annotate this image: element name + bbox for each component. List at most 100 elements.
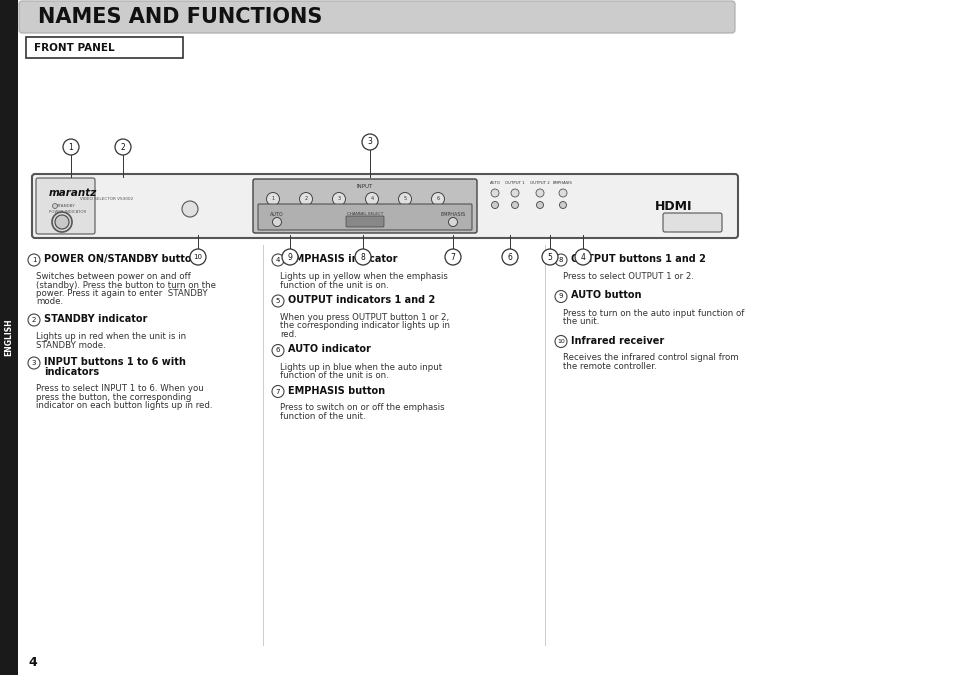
Text: 10: 10 [557,339,564,344]
Circle shape [398,192,411,205]
Circle shape [190,249,206,265]
Text: 5: 5 [547,252,552,261]
Circle shape [266,192,279,205]
Text: OUTPUT 1: OUTPUT 1 [504,181,524,185]
Text: 1: 1 [69,142,73,151]
Text: 3: 3 [337,196,340,202]
Text: 8: 8 [360,252,365,261]
Text: the remote controller.: the remote controller. [562,362,656,371]
Circle shape [501,249,517,265]
Text: 2: 2 [120,142,125,151]
Text: EMPHASIS button: EMPHASIS button [288,385,385,396]
Circle shape [575,249,590,265]
Text: 2: 2 [31,317,36,323]
Text: press the button, the corresponding: press the button, the corresponding [36,392,192,402]
Text: OUTPUT buttons 1 and 2: OUTPUT buttons 1 and 2 [571,254,705,264]
Circle shape [28,254,40,266]
FancyBboxPatch shape [257,204,472,230]
Circle shape [558,202,566,209]
Circle shape [299,192,313,205]
Text: OUTPUT indicators 1 and 2: OUTPUT indicators 1 and 2 [288,295,435,305]
Circle shape [182,201,198,217]
Circle shape [272,295,284,307]
Circle shape [555,335,566,348]
Circle shape [52,212,71,232]
Text: AUTO indicator: AUTO indicator [288,344,371,354]
Circle shape [541,249,558,265]
Text: INPUT: INPUT [356,184,373,190]
Text: ENGLISH: ENGLISH [5,319,13,356]
Circle shape [448,217,457,227]
Text: the corresponding indicator lights up in: the corresponding indicator lights up in [280,321,450,331]
Circle shape [361,134,377,150]
Text: 6: 6 [275,348,280,354]
Text: 4: 4 [28,657,37,670]
Text: AUTO button: AUTO button [571,290,640,300]
Text: STANDBY mode.: STANDBY mode. [36,340,106,350]
Text: INPUT buttons 1 to 6 with: INPUT buttons 1 to 6 with [44,357,186,367]
Text: the unit.: the unit. [562,317,598,326]
Circle shape [333,192,345,205]
Circle shape [491,202,498,209]
Circle shape [444,249,460,265]
Text: mode.: mode. [36,298,63,306]
Text: EMPHASIS: EMPHASIS [553,181,573,185]
Circle shape [272,385,284,398]
Circle shape [555,254,566,266]
Text: function of the unit is on.: function of the unit is on. [280,371,388,380]
Text: Lights up in red when the unit is in: Lights up in red when the unit is in [36,332,186,341]
Text: Press to turn on the auto input function of: Press to turn on the auto input function… [562,308,743,317]
Text: red.: red. [280,330,296,339]
Text: 3: 3 [367,138,372,146]
Text: FRONT PANEL: FRONT PANEL [34,43,114,53]
Text: indicator on each button lights up in red.: indicator on each button lights up in re… [36,401,213,410]
Text: 2: 2 [304,196,307,202]
Text: indicators: indicators [44,367,99,377]
Text: EMPHASIS: EMPHASIS [440,211,465,217]
Circle shape [28,357,40,369]
Circle shape [431,192,444,205]
Text: NAMES AND FUNCTIONS: NAMES AND FUNCTIONS [38,7,322,27]
Text: AUTO: AUTO [270,211,283,217]
FancyBboxPatch shape [662,213,721,232]
Text: 4: 4 [275,257,280,263]
Circle shape [355,249,371,265]
Text: 10: 10 [193,254,202,260]
Circle shape [536,202,543,209]
Text: Lights up in blue when the auto input: Lights up in blue when the auto input [280,362,441,371]
Circle shape [272,344,284,356]
Text: When you press OUTPUT button 1 or 2,: When you press OUTPUT button 1 or 2, [280,313,449,322]
Text: HDMI: HDMI [655,200,692,213]
Circle shape [282,249,297,265]
FancyBboxPatch shape [26,37,183,58]
Text: Press to select OUTPUT 1 or 2.: Press to select OUTPUT 1 or 2. [562,272,693,281]
Circle shape [536,189,543,197]
Text: 8: 8 [558,257,562,263]
Circle shape [491,189,498,197]
Text: Lights up in yellow when the emphasis: Lights up in yellow when the emphasis [280,272,447,281]
Text: power. Press it again to enter  STANDBY: power. Press it again to enter STANDBY [36,289,208,298]
Text: VIDEO SELECTOR VS3002: VIDEO SELECTOR VS3002 [80,197,133,201]
FancyBboxPatch shape [36,178,95,234]
Text: Press to select INPUT 1 to 6. When you: Press to select INPUT 1 to 6. When you [36,384,204,393]
Text: Receives the infrared control signal from: Receives the infrared control signal fro… [562,354,738,362]
Text: POWER INDICATOR: POWER INDICATOR [49,210,86,214]
Circle shape [55,215,69,229]
Text: 6: 6 [436,196,439,202]
Circle shape [273,217,281,227]
Text: Switches between power on and off: Switches between power on and off [36,272,191,281]
Circle shape [558,189,566,197]
Circle shape [511,202,518,209]
FancyBboxPatch shape [346,216,384,227]
Circle shape [511,189,518,197]
Text: Infrared receiver: Infrared receiver [571,335,663,346]
Text: POWER ON/STANDBY button: POWER ON/STANDBY button [44,254,198,264]
Circle shape [28,314,40,326]
FancyBboxPatch shape [32,174,738,238]
Text: 6: 6 [507,252,512,261]
Text: 5: 5 [275,298,280,304]
Text: marantz: marantz [49,188,97,198]
Circle shape [63,139,79,155]
Text: function of the unit is on.: function of the unit is on. [280,281,388,290]
Text: (standby). Press the button to turn on the: (standby). Press the button to turn on t… [36,281,215,290]
